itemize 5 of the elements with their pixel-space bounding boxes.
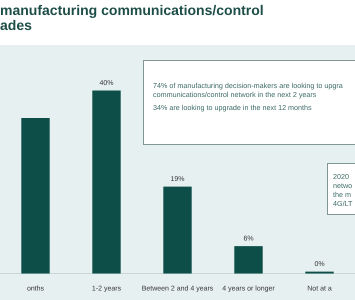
bar [92, 90, 121, 274]
bar [21, 118, 50, 274]
chart-title: manufacturing communications/control ades [0, 2, 264, 33]
bar [234, 246, 263, 274]
bar [163, 186, 192, 274]
